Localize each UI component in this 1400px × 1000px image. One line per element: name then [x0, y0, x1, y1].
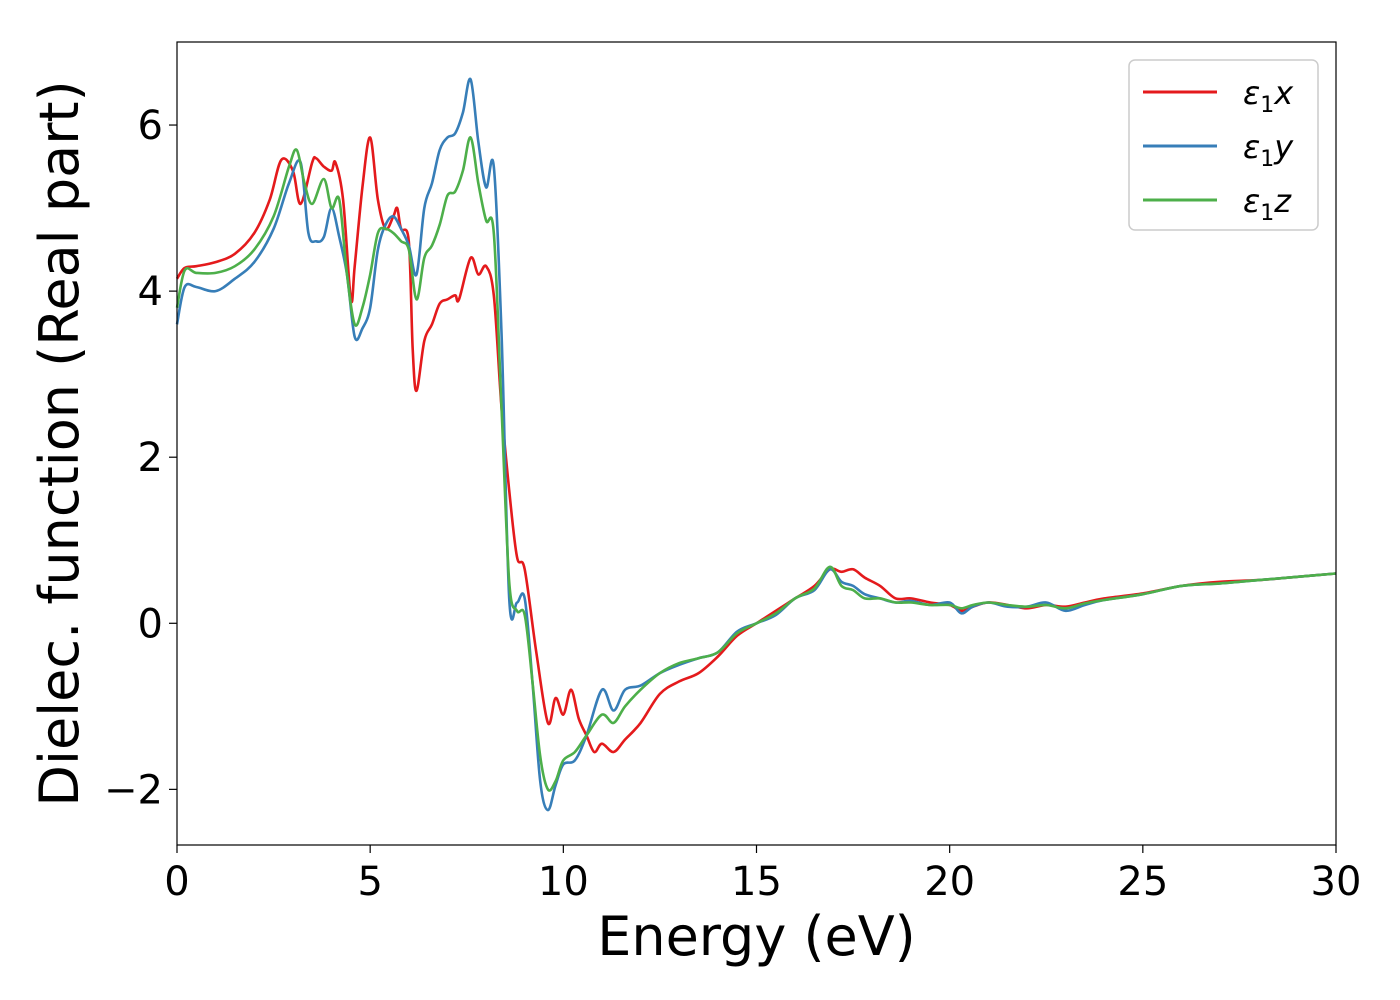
legend-label-x: ε1x	[1243, 74, 1294, 118]
legend-label-z: ε1z	[1243, 182, 1292, 226]
series-line-z	[175, 136, 1337, 792]
x-axis: 0 5 10 15 20 25 30	[164, 845, 1361, 905]
y-tick-label: −2	[104, 767, 163, 813]
y-tick-label: 0	[138, 601, 163, 647]
y-tick-label: 4	[138, 269, 163, 315]
legend-label-y: ε1y	[1243, 128, 1294, 172]
x-tick-label: 0	[164, 859, 189, 905]
x-tick-label: 5	[357, 859, 382, 905]
y-axis: −2 0 2 4 6	[104, 103, 177, 813]
x-tick-label: 15	[731, 859, 782, 905]
legend: ε1x ε1y ε1z	[1128, 59, 1319, 231]
y-tick-label: 2	[138, 435, 163, 481]
legend-box	[1128, 59, 1319, 231]
y-tick-label: 6	[138, 103, 163, 149]
x-axis-title: Energy (eV)	[597, 905, 916, 968]
x-tick-label: 20	[924, 859, 975, 905]
plot-lines	[175, 77, 1337, 812]
x-tick-label: 25	[1117, 859, 1168, 905]
x-tick-label: 10	[538, 859, 589, 905]
y-axis-title: Dielec. function (Real part)	[28, 80, 91, 806]
x-tick-label: 30	[1311, 859, 1362, 905]
